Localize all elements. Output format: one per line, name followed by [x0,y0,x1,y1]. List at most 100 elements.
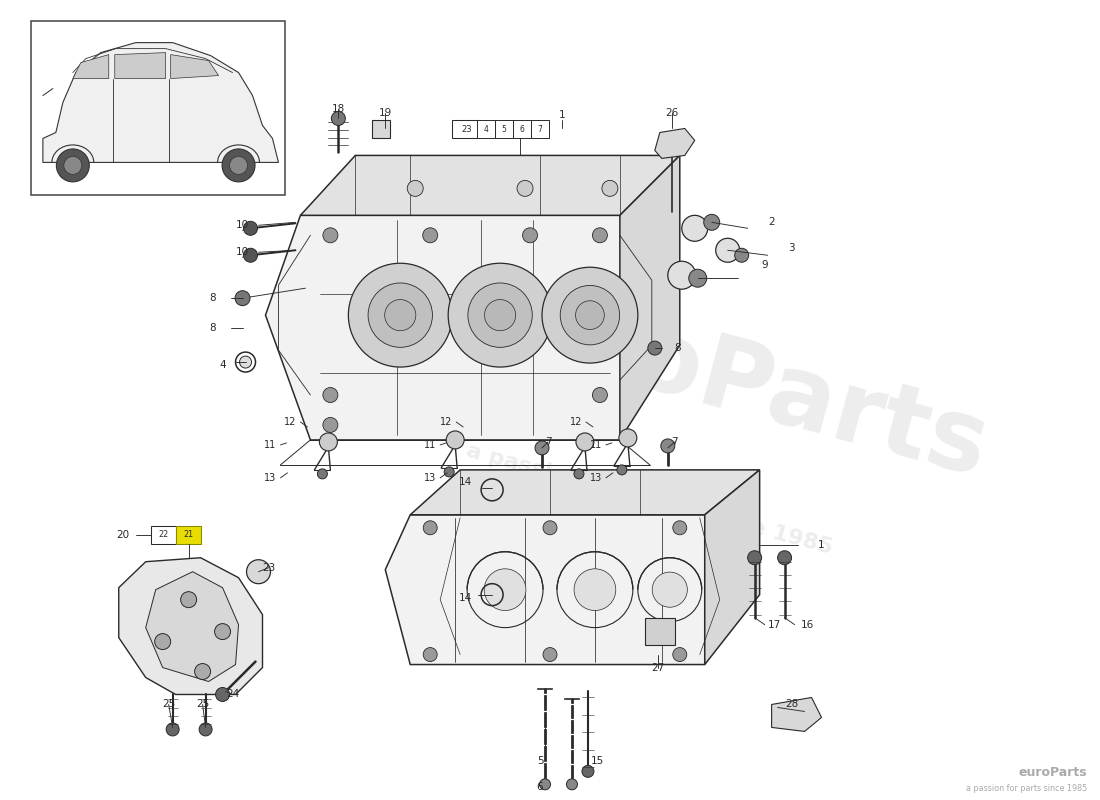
Text: 13: 13 [264,473,276,483]
Circle shape [323,418,338,433]
Circle shape [648,341,662,355]
Text: 13: 13 [425,473,437,483]
Circle shape [368,283,432,347]
Text: 1: 1 [559,110,565,121]
Circle shape [539,779,550,790]
Circle shape [319,433,338,451]
Polygon shape [705,470,760,665]
Circle shape [574,469,584,479]
Circle shape [246,560,271,584]
Circle shape [543,647,557,662]
Polygon shape [119,558,263,694]
Bar [495,121,513,138]
Text: 20: 20 [117,530,130,540]
Circle shape [318,469,328,479]
Polygon shape [385,515,735,665]
Circle shape [195,663,210,679]
Polygon shape [114,53,166,78]
Circle shape [576,433,594,451]
Circle shape [778,550,792,565]
Circle shape [543,521,557,534]
Polygon shape [654,129,695,158]
Circle shape [166,723,179,736]
Circle shape [424,647,437,662]
Bar [31,21,286,195]
Circle shape [222,149,255,182]
Text: 3: 3 [789,243,795,254]
Bar [176,526,200,544]
Polygon shape [73,54,109,78]
Text: 5: 5 [502,125,506,134]
Circle shape [682,215,707,242]
Circle shape [673,521,686,534]
Circle shape [704,214,719,230]
Text: 13: 13 [590,473,602,483]
Text: 23: 23 [462,125,473,134]
Text: 15: 15 [592,756,605,766]
Circle shape [214,624,231,639]
Polygon shape [300,155,680,215]
Polygon shape [145,572,239,682]
Polygon shape [645,618,674,645]
Circle shape [155,634,170,650]
Text: 8: 8 [209,293,216,303]
Text: 25: 25 [196,699,209,710]
Circle shape [575,301,604,330]
Circle shape [735,248,749,262]
Bar [452,121,482,138]
Text: 9: 9 [761,260,768,270]
Circle shape [542,267,638,363]
Text: 11: 11 [425,440,437,450]
Circle shape [243,222,257,235]
Circle shape [444,467,454,477]
Text: 8: 8 [674,343,681,353]
Text: 1: 1 [818,540,825,550]
Circle shape [216,687,230,702]
Polygon shape [170,54,219,78]
Circle shape [349,263,452,367]
Circle shape [593,387,607,402]
Circle shape [574,569,616,610]
Text: 22: 22 [158,530,168,539]
Text: 7: 7 [671,437,678,447]
Bar [531,121,549,138]
Circle shape [468,283,532,347]
Polygon shape [771,698,822,731]
Polygon shape [410,470,760,515]
Text: 5: 5 [537,756,543,766]
Text: 24: 24 [226,690,239,699]
Circle shape [484,299,516,330]
Text: 8: 8 [209,323,216,333]
Circle shape [484,569,526,610]
Circle shape [56,149,89,182]
Circle shape [331,111,345,126]
Circle shape [240,356,252,368]
Text: 10: 10 [236,247,249,258]
Text: 11: 11 [264,440,276,450]
Polygon shape [620,155,680,440]
Circle shape [235,290,250,306]
Circle shape [661,439,674,453]
Circle shape [64,157,81,174]
Text: 17: 17 [768,620,781,630]
Circle shape [447,431,464,449]
Circle shape [602,180,618,196]
Text: 10: 10 [236,220,249,230]
Circle shape [689,270,706,287]
Circle shape [385,299,416,330]
Bar [477,121,495,138]
Circle shape [617,465,627,475]
Text: 2: 2 [768,218,774,227]
Bar [513,121,531,138]
Text: a passion for parts since 1985: a passion for parts since 1985 [464,441,835,558]
Circle shape [716,238,739,262]
Circle shape [448,263,552,367]
Circle shape [199,723,212,736]
Circle shape [748,550,761,565]
Text: 19: 19 [378,107,392,118]
Circle shape [582,766,594,778]
Text: 12: 12 [284,417,297,427]
Text: 6: 6 [519,125,525,134]
Text: 6: 6 [537,782,543,792]
Circle shape [566,779,578,790]
